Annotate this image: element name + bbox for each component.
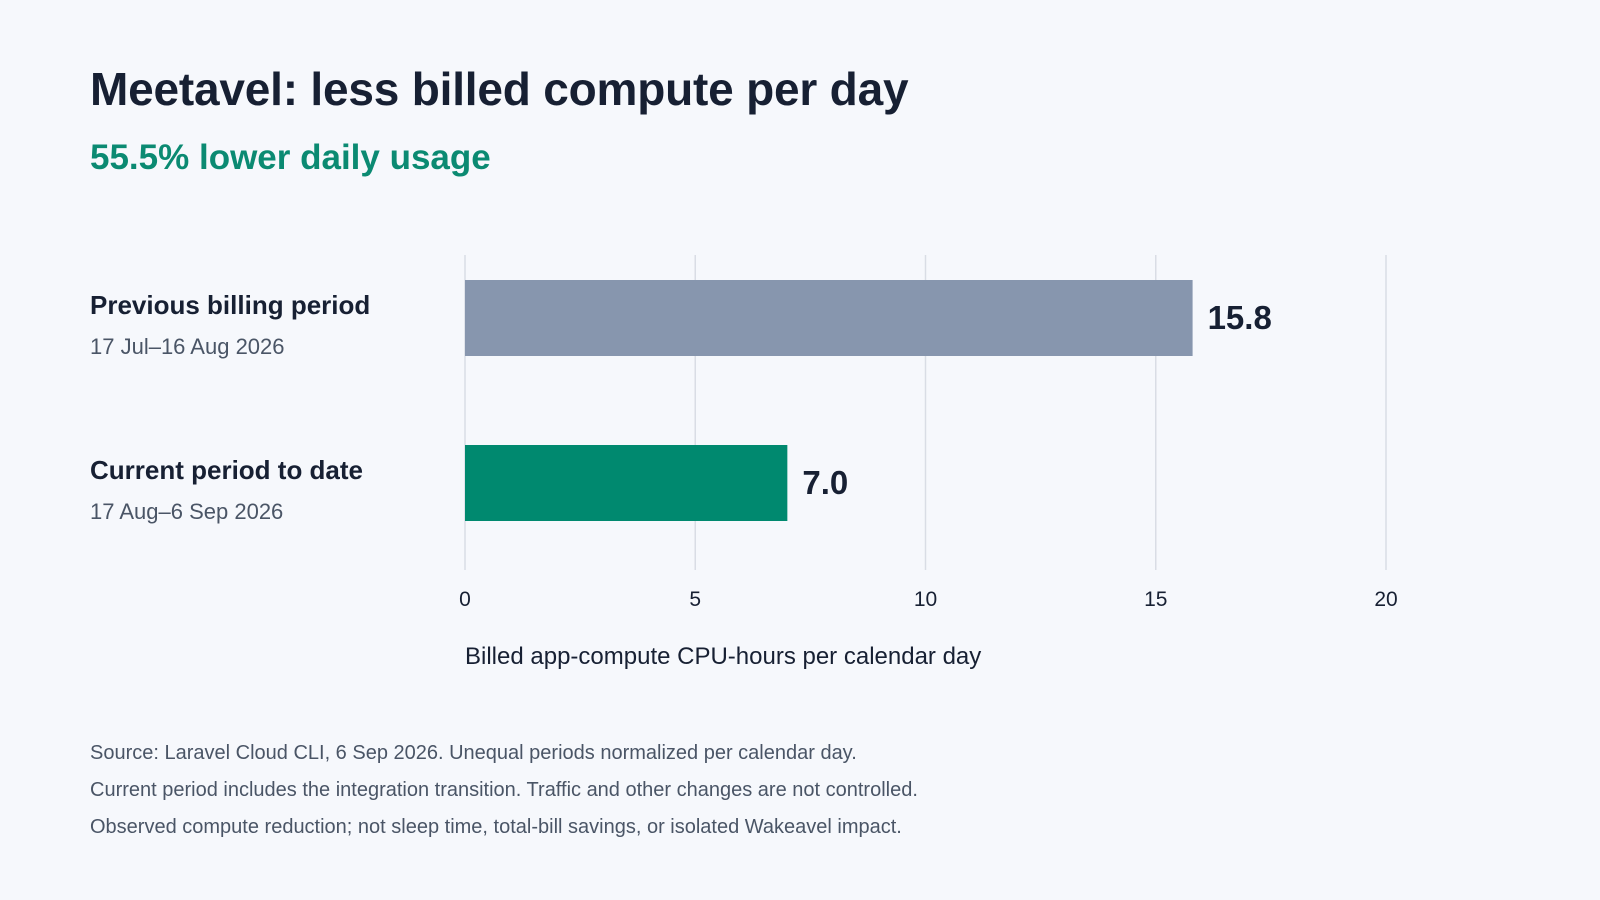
bar-value-label: 7.0 xyxy=(802,464,848,501)
x-tick-label: 0 xyxy=(459,588,471,611)
x-tick-label: 15 xyxy=(1144,588,1167,611)
footnote-disclaimer: Observed compute reduction; not sleep ti… xyxy=(90,816,902,838)
footnotes: Source: Laravel Cloud CLI, 6 Sep 2026. U… xyxy=(90,735,918,846)
bar-value-label: 15.8 xyxy=(1208,299,1272,336)
x-tick-label: 10 xyxy=(914,588,937,611)
bar-1 xyxy=(465,445,788,521)
bar-0 xyxy=(465,280,1193,356)
category-date-range: 17 Jul–16 Aug 2026 xyxy=(90,334,285,359)
x-axis-label: Billed app-compute CPU-hours per calenda… xyxy=(465,643,981,670)
footnote-source: Source: Laravel Cloud CLI, 6 Sep 2026. U… xyxy=(90,742,857,764)
category-date-range: 17 Aug–6 Sep 2026 xyxy=(90,499,283,524)
chart-title: Meetavel: less billed compute per day xyxy=(90,63,909,115)
category-label: Current period to date xyxy=(90,455,363,485)
chart-subtitle: 55.5% lower daily usage xyxy=(90,138,491,177)
category-label: Previous billing period xyxy=(90,290,370,320)
x-tick-label: 5 xyxy=(689,588,701,611)
x-tick-label: 20 xyxy=(1374,588,1397,611)
footnote-transition: Current period includes the integration … xyxy=(90,779,918,801)
